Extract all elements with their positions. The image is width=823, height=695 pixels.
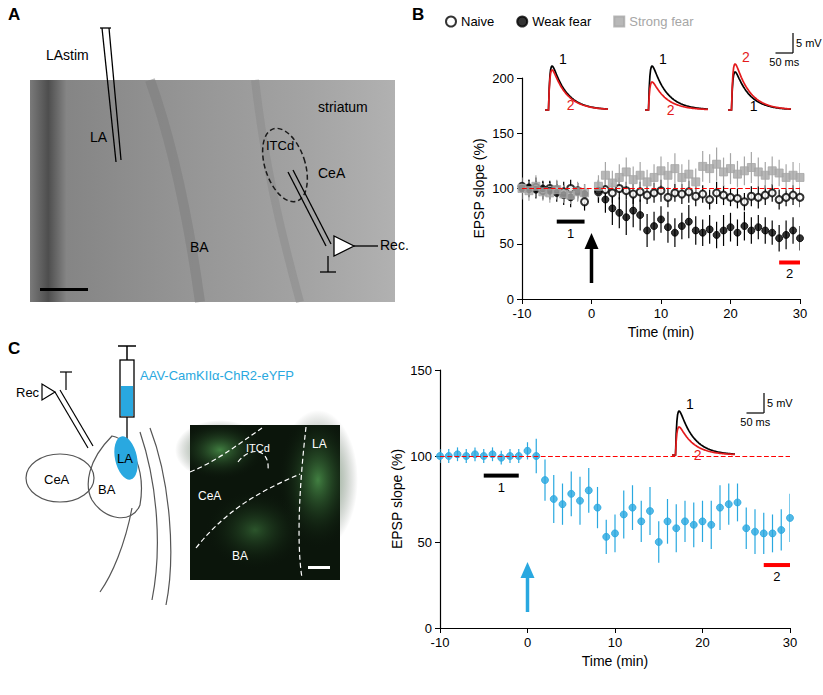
svg-text:Weak fear: Weak fear <box>532 14 592 29</box>
svg-text:striatum: striatum <box>318 99 368 115</box>
svg-text:1: 1 <box>567 226 574 241</box>
svg-text:50 ms: 50 ms <box>740 416 770 428</box>
svg-text:EPSP slope (%): EPSP slope (%) <box>471 138 487 238</box>
svg-text:CeA: CeA <box>318 165 346 181</box>
svg-text:LA: LA <box>90 129 108 145</box>
svg-text:-10: -10 <box>513 306 532 321</box>
svg-text:100: 100 <box>410 449 432 464</box>
svg-text:EPSP slope (%): EPSP slope (%) <box>389 449 405 549</box>
svg-text:Rec: Rec <box>16 385 40 400</box>
svg-text:Strong fear: Strong fear <box>629 14 694 29</box>
svg-text:C: C <box>8 339 20 358</box>
svg-text:ITCd: ITCd <box>266 138 294 153</box>
svg-text:2: 2 <box>667 102 675 118</box>
svg-text:BA: BA <box>190 239 209 255</box>
svg-text:50 ms: 50 ms <box>769 56 799 68</box>
svg-text:CeA: CeA <box>198 489 221 503</box>
svg-text:CeA: CeA <box>44 472 70 487</box>
svg-text:50: 50 <box>500 236 514 251</box>
svg-text:0: 0 <box>524 635 531 650</box>
svg-text:50: 50 <box>418 535 432 550</box>
svg-text:Naive: Naive <box>461 14 494 29</box>
svg-text:1: 1 <box>750 98 758 114</box>
svg-text:BA: BA <box>98 482 116 497</box>
svg-text:5 mV: 5 mV <box>796 37 822 49</box>
svg-text:Time (min): Time (min) <box>582 653 648 669</box>
svg-text:20: 20 <box>723 306 737 321</box>
svg-text:1: 1 <box>686 396 694 412</box>
svg-text:LA: LA <box>312 437 327 451</box>
svg-text:100: 100 <box>492 181 514 196</box>
svg-text:2: 2 <box>786 266 793 281</box>
svg-text:10: 10 <box>608 635 622 650</box>
svg-text:2: 2 <box>742 49 750 65</box>
svg-text:1: 1 <box>659 51 667 67</box>
svg-text:5 mV: 5 mV <box>767 397 793 409</box>
svg-text:2: 2 <box>694 447 702 463</box>
svg-text:A: A <box>8 5 20 24</box>
svg-text:1: 1 <box>498 480 505 495</box>
svg-text:10: 10 <box>654 306 668 321</box>
svg-text:2: 2 <box>567 97 575 113</box>
svg-text:200: 200 <box>492 71 514 86</box>
svg-text:0: 0 <box>588 306 595 321</box>
svg-text:-10: -10 <box>431 635 450 650</box>
svg-text:BA: BA <box>232 549 248 563</box>
svg-text:1: 1 <box>559 51 567 67</box>
svg-text:B: B <box>412 5 424 24</box>
svg-text:AAV-CamKIIα-ChR2-eYFP: AAV-CamKIIα-ChR2-eYFP <box>140 368 294 383</box>
svg-text:Rec.: Rec. <box>380 237 409 253</box>
svg-text:30: 30 <box>793 306 807 321</box>
svg-text:150: 150 <box>410 363 432 378</box>
svg-text:LAstim: LAstim <box>46 47 89 63</box>
svg-text:0: 0 <box>425 621 432 636</box>
svg-text:LA: LA <box>117 451 133 466</box>
svg-text:150: 150 <box>492 126 514 141</box>
svg-text:Time (min): Time (min) <box>628 324 694 340</box>
svg-text:30: 30 <box>783 635 797 650</box>
svg-text:0: 0 <box>507 292 514 307</box>
svg-text:ITCd: ITCd <box>246 442 270 454</box>
svg-text:20: 20 <box>695 635 709 650</box>
svg-text:2: 2 <box>773 569 780 584</box>
